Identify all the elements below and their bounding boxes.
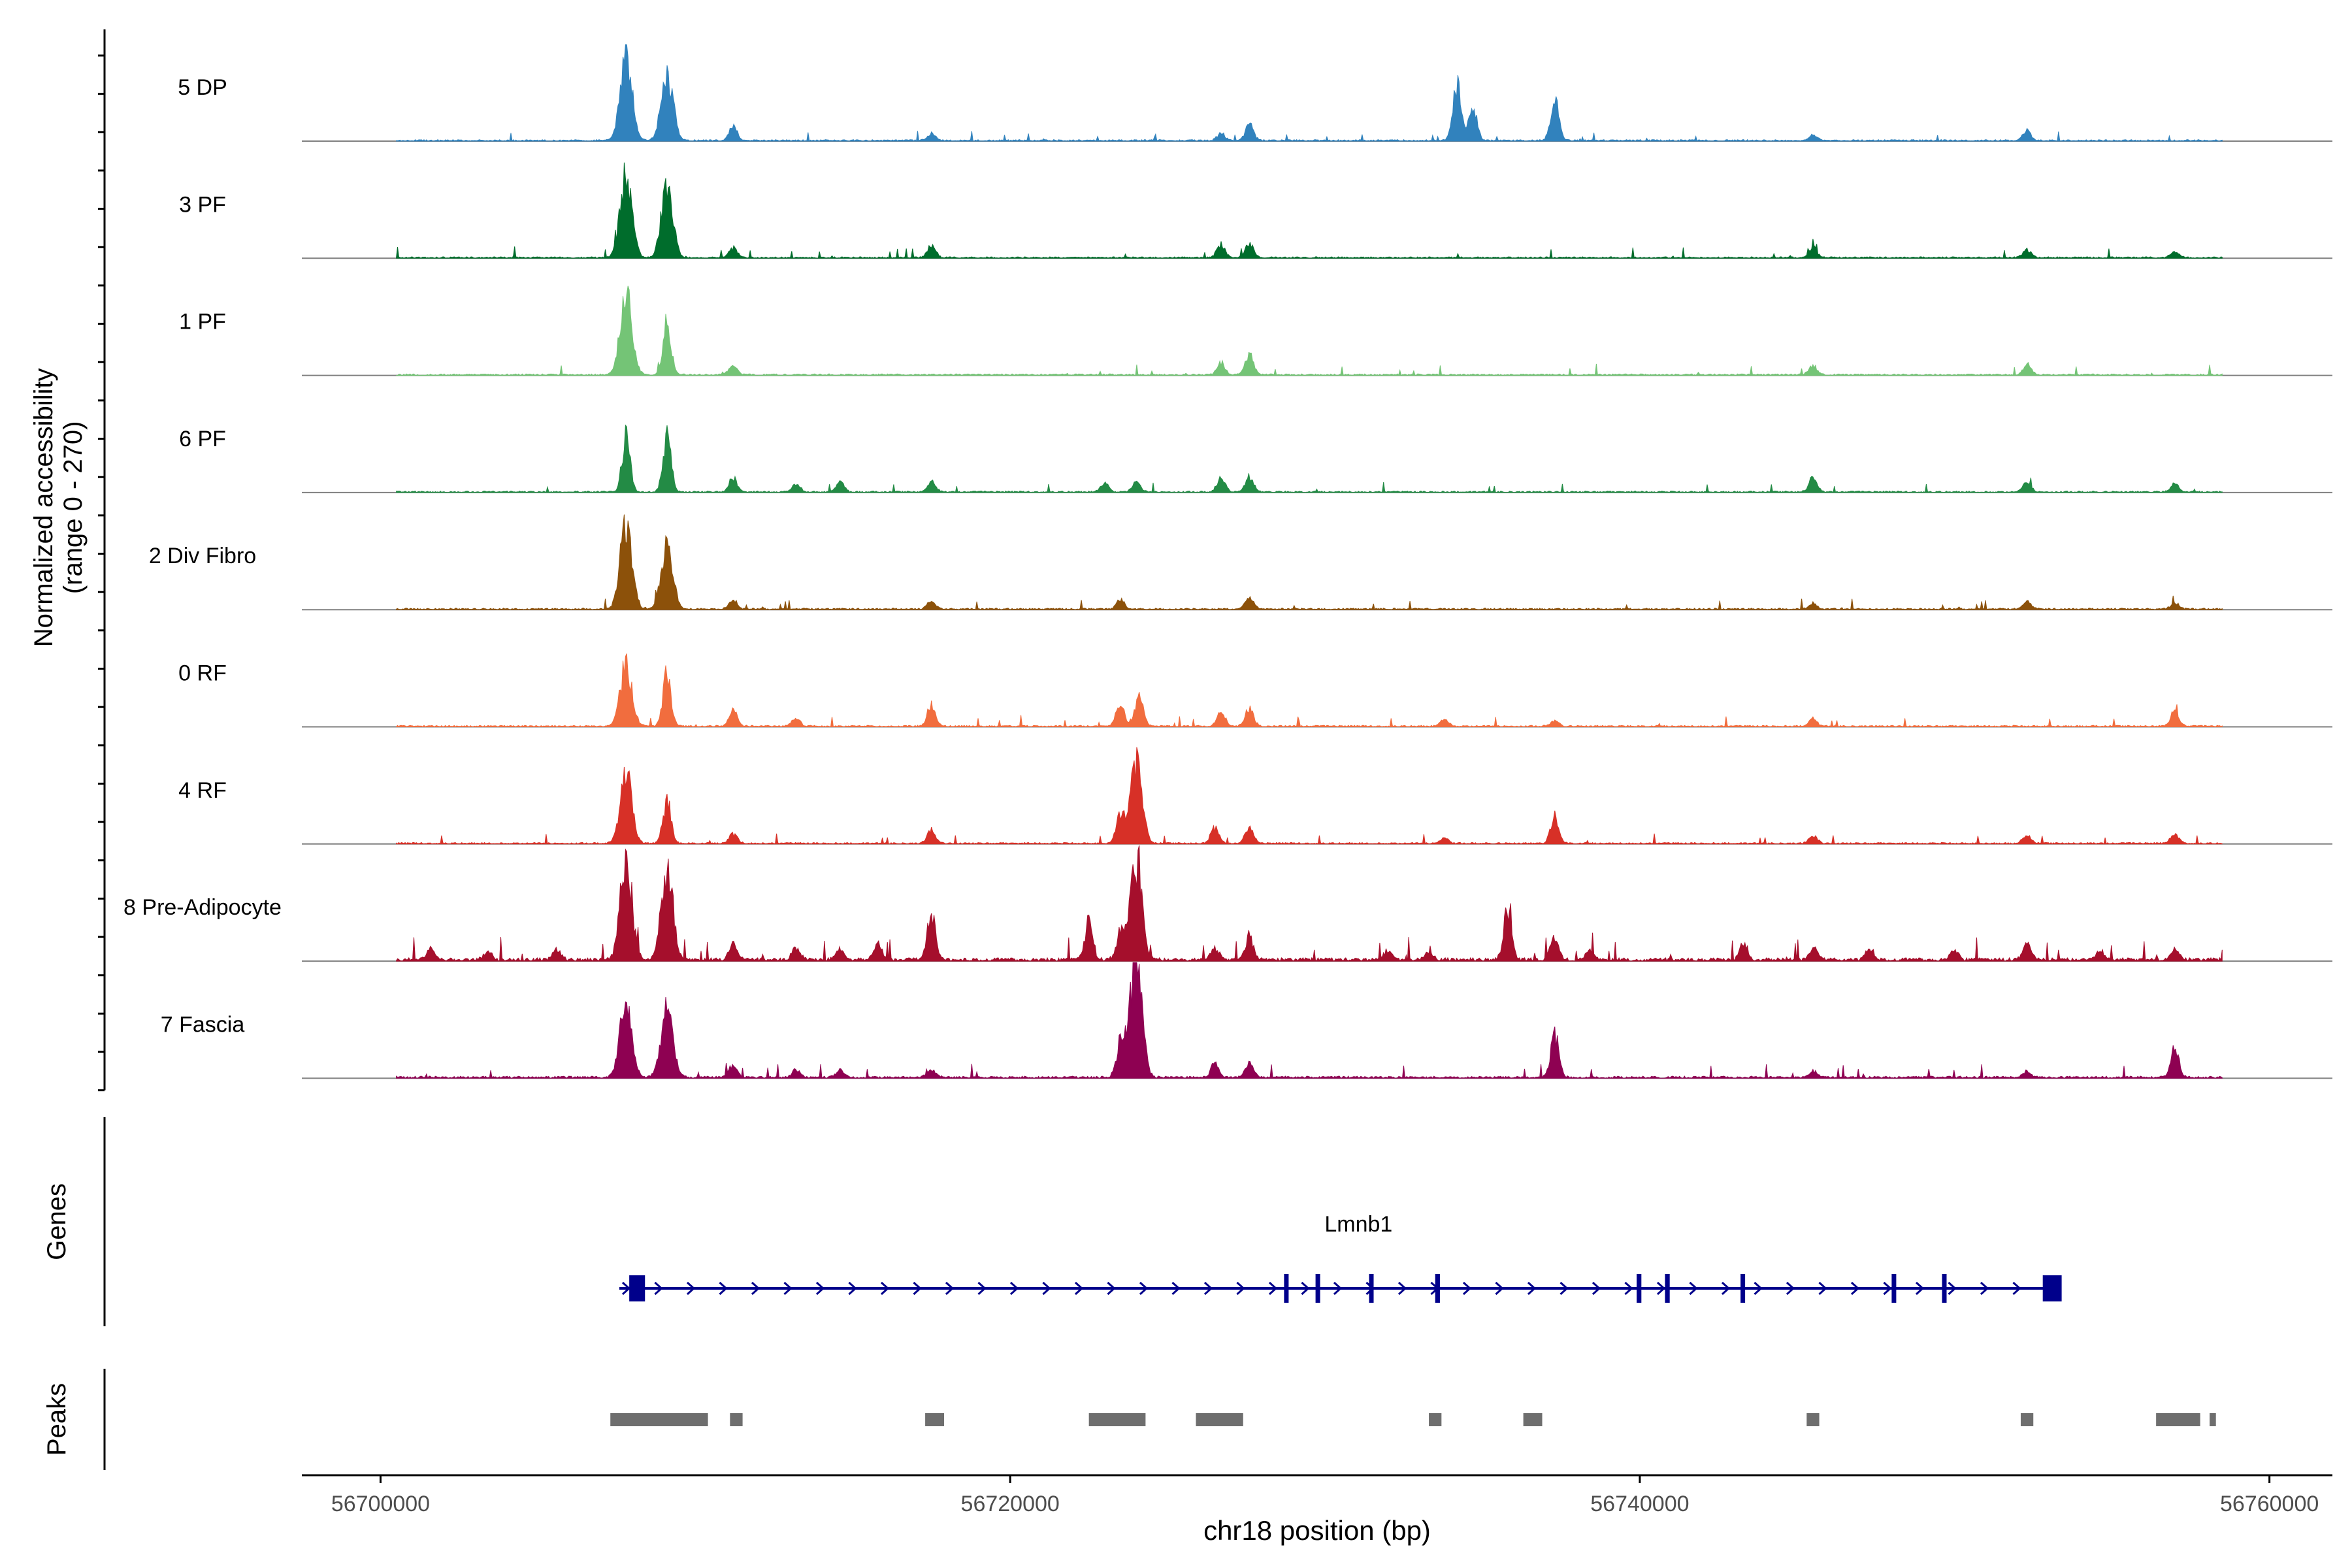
strand-arrow: [1592, 1281, 1601, 1296]
x-tick-label-3: 56760000: [2220, 1492, 2319, 1516]
coverage-area-0: [396, 44, 2223, 142]
peak-2: [925, 1413, 944, 1426]
strand-arrow: [1236, 1281, 1245, 1296]
strand-arrow: [751, 1281, 760, 1296]
strand-arrow: [654, 1281, 663, 1296]
strand-arrow: [1171, 1281, 1181, 1296]
strand-arrow: [1883, 1281, 1892, 1296]
x-tick-label-2: 56740000: [1590, 1492, 1689, 1516]
x-tick-label-0: 56700000: [331, 1492, 430, 1516]
peak-3: [1088, 1413, 1146, 1426]
strand-arrow: [1754, 1281, 1763, 1296]
strand-arrow: [1009, 1281, 1019, 1296]
track-label-1: 3 PF: [179, 192, 226, 217]
strand-arrow: [880, 1281, 890, 1296]
gene-exon-3: [1369, 1274, 1374, 1303]
gene-exon-0: [629, 1275, 645, 1301]
coverage-area-3: [396, 424, 2223, 493]
strand-arrow: [977, 1281, 987, 1296]
gene-exon-4: [1435, 1274, 1440, 1303]
gene-exon-7: [1740, 1274, 1746, 1303]
coverage-area-4: [396, 514, 2223, 611]
x-axis-ticks: 56700000 56720000 56740000 56760000: [331, 1475, 2319, 1516]
peak-6: [1523, 1413, 1543, 1426]
strand-arrow: [1786, 1281, 1795, 1296]
coverage-area-2: [396, 286, 2223, 376]
coverage-area-6: [396, 747, 2223, 845]
gene-exon-6: [1665, 1274, 1670, 1303]
strand-arrow: [1818, 1281, 1827, 1296]
gene-exon-5: [1637, 1274, 1642, 1303]
peak-7: [1806, 1413, 1820, 1426]
strand-arrow: [1042, 1281, 1051, 1296]
gene-exon-1: [1284, 1274, 1289, 1303]
strand-arrow: [1915, 1281, 1925, 1296]
track-label-2: 1 PF: [179, 310, 226, 335]
peaks-panel: [610, 1413, 2216, 1426]
coverage-area-7: [396, 845, 2223, 962]
strand-arrow: [1139, 1281, 1149, 1296]
strand-arrow: [686, 1281, 696, 1296]
track-label-4: 2 Div Fibro: [149, 544, 256, 568]
strand-arrow: [1462, 1281, 1472, 1296]
peak-1: [730, 1413, 743, 1426]
strand-arrow: [913, 1281, 922, 1296]
track-label-3: 6 PF: [179, 427, 226, 451]
coverage-y-label-line2: (range 0 - 270): [59, 421, 88, 595]
strand-arrow: [719, 1281, 728, 1296]
strand-arrow: [2012, 1281, 2021, 1296]
strand-arrow: [783, 1281, 792, 1296]
gene-exon-10: [2042, 1275, 2062, 1301]
peak-5: [1429, 1413, 1442, 1426]
strand-arrow: [1948, 1281, 1957, 1296]
coverage-area-8: [396, 962, 2223, 1079]
peak-9: [2156, 1413, 2200, 1426]
coverage-area-1: [396, 162, 2223, 259]
strand-arrow: [945, 1281, 955, 1296]
strand-arrow: [1624, 1281, 1633, 1296]
gene-exon-8: [1891, 1274, 1897, 1303]
peaks-label: Peaks: [42, 1383, 71, 1456]
coverage-area-5: [396, 653, 2223, 728]
strand-arrow: [815, 1281, 825, 1296]
strand-arrow: [1527, 1281, 1537, 1296]
strand-arrow: [1333, 1281, 1343, 1296]
strand-arrow: [1850, 1281, 1860, 1296]
genes-label: Genes: [42, 1183, 71, 1260]
strand-arrow: [1301, 1281, 1310, 1296]
strand-arrow: [1268, 1281, 1278, 1296]
strand-arrow: [1721, 1281, 1731, 1296]
peak-4: [1196, 1413, 1243, 1426]
strand-arrow: [1656, 1281, 1666, 1296]
coverage-y-label-line1: Normalized accessibility: [29, 368, 58, 647]
strand-arrow: [1074, 1281, 1084, 1296]
peak-8: [2020, 1413, 2034, 1426]
strand-arrow: [1495, 1281, 1504, 1296]
x-axis-label: chr18 position (bp): [1203, 1515, 1431, 1546]
genes-panel: Lmnb1: [619, 1212, 2062, 1303]
coverage-y-ticks: [98, 54, 105, 1092]
strand-arrow: [1980, 1281, 1989, 1296]
x-tick-label-1: 56720000: [961, 1492, 1060, 1516]
strand-arrow: [1689, 1281, 1698, 1296]
strand-arrow: [1397, 1281, 1407, 1296]
track-label-8: 7 Fascia: [161, 1012, 245, 1037]
track-label-0: 5 DP: [178, 75, 227, 100]
strand-arrow: [621, 1281, 631, 1296]
gene-exon-9: [1942, 1274, 1947, 1303]
track-label-6: 4 RF: [178, 778, 227, 803]
track-label-5: 0 RF: [178, 661, 227, 686]
gene-name: Lmnb1: [1324, 1212, 1392, 1237]
strand-arrow: [1560, 1281, 1569, 1296]
gene-exon-2: [1315, 1274, 1320, 1303]
strand-arrow: [848, 1281, 857, 1296]
track-label-7: 8 Pre-Adipocyte: [123, 895, 282, 920]
coverage-panel: 5 DP 3 PF 1 PF 6 PF 2 Div Fibro 0 RF 4 RF 8 Pre…: [123, 44, 2332, 1079]
strand-arrow: [1203, 1281, 1213, 1296]
peak-10: [2210, 1413, 2216, 1426]
strand-arrow: [1107, 1281, 1116, 1296]
peak-0: [610, 1413, 708, 1426]
